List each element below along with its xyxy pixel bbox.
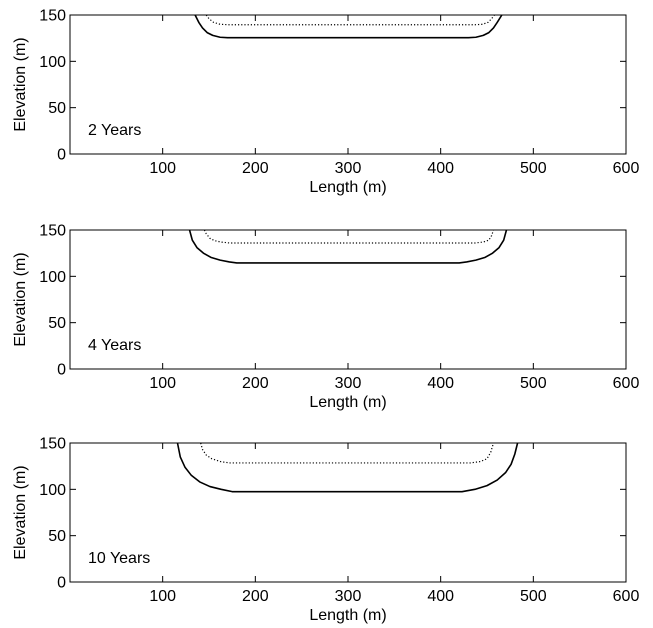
x-tick-label: 200 [242, 160, 269, 177]
y-axis-label: Elevation (m) [12, 252, 29, 346]
y-tick-label: 150 [39, 223, 66, 240]
x-tick-label: 500 [520, 160, 547, 177]
x-tick-label: 200 [242, 375, 269, 392]
y-tick-label: 150 [39, 436, 66, 453]
plot-frame [69, 14, 627, 155]
y-tick-label: 100 [39, 269, 66, 286]
x-tick-label: 100 [149, 160, 176, 177]
x-tick-label: 400 [427, 375, 454, 392]
x-tick-label: 200 [242, 588, 269, 605]
x-tick-label: 400 [427, 588, 454, 605]
series-line-dotted [200, 442, 495, 464]
y-tick-label: 0 [57, 147, 66, 164]
x-tick-label: 300 [335, 160, 362, 177]
y-tick-label: 100 [39, 54, 66, 71]
series-line-solid [194, 14, 503, 39]
plot-frame [69, 229, 627, 370]
x-axis-label: Length (m) [309, 607, 386, 624]
y-tick-label: 0 [57, 362, 66, 379]
x-tick-label: 600 [613, 375, 640, 392]
x-axis-label: Length (m) [309, 179, 386, 196]
x-tick-label: 300 [335, 375, 362, 392]
y-tick-label: 0 [57, 575, 66, 592]
x-tick-label: 600 [613, 160, 640, 177]
y-tick-label: 50 [48, 315, 66, 332]
y-tick-label: 50 [48, 528, 66, 545]
plot-frame [69, 442, 627, 583]
x-tick-label: 600 [613, 588, 640, 605]
y-tick-label: 50 [48, 100, 66, 117]
series-line-dotted [205, 14, 495, 26]
series-line-dotted [203, 229, 495, 244]
panel-annotation: 4 Years [88, 337, 141, 354]
series-line-solid [176, 442, 519, 493]
y-tick-label: 150 [39, 8, 66, 25]
x-tick-label: 100 [149, 375, 176, 392]
x-tick-label: 500 [520, 375, 547, 392]
x-tick-label: 400 [427, 160, 454, 177]
x-tick-label: 300 [335, 588, 362, 605]
series-line-solid [188, 229, 508, 264]
y-axis-label: Elevation (m) [12, 37, 29, 131]
x-tick-label: 500 [520, 588, 547, 605]
x-axis-label: Length (m) [309, 394, 386, 411]
panel-annotation: 2 Years [88, 122, 141, 139]
y-axis-label: Elevation (m) [12, 465, 29, 559]
y-tick-label: 100 [39, 482, 66, 499]
x-tick-label: 100 [149, 588, 176, 605]
panel-annotation: 10 Years [88, 550, 150, 567]
